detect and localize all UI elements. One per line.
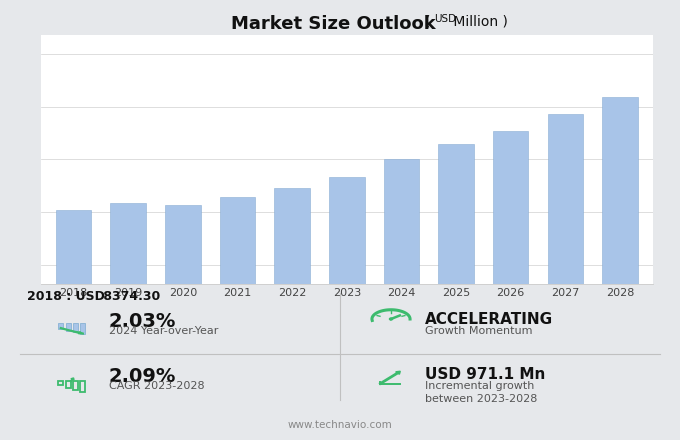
Text: ACCELERATING: ACCELERATING <box>425 312 553 327</box>
Text: 8374.30: 8374.30 <box>99 290 160 303</box>
Text: 2.09%: 2.09% <box>109 367 176 386</box>
Text: Million ): Million ) <box>449 15 508 29</box>
Text: USD: USD <box>434 14 456 24</box>
Text: Market Size Outlook: Market Size Outlook <box>231 15 436 33</box>
Bar <box>165 205 201 440</box>
Bar <box>493 131 528 440</box>
Text: 2018 : USD: 2018 : USD <box>27 290 105 303</box>
Bar <box>602 97 638 440</box>
Bar <box>384 159 419 440</box>
Text: USD 971.1 Mn: USD 971.1 Mn <box>425 367 545 382</box>
Text: Incremental growth: Incremental growth <box>425 381 534 392</box>
Text: Growth Momentum: Growth Momentum <box>425 326 532 337</box>
Text: CAGR 2023-2028: CAGR 2023-2028 <box>109 381 205 392</box>
Bar <box>56 210 91 440</box>
Text: 2024 Year-over-Year: 2024 Year-over-Year <box>109 326 218 337</box>
Text: (: ( <box>425 15 435 29</box>
Bar <box>220 197 255 440</box>
Bar <box>329 177 364 440</box>
Bar <box>439 144 474 440</box>
Bar <box>547 114 583 440</box>
Text: www.technavio.com: www.technavio.com <box>288 420 392 430</box>
Bar <box>275 188 310 440</box>
Text: 2.03%: 2.03% <box>109 312 176 331</box>
Text: between 2023-2028: between 2023-2028 <box>425 394 537 404</box>
Bar <box>110 202 146 440</box>
